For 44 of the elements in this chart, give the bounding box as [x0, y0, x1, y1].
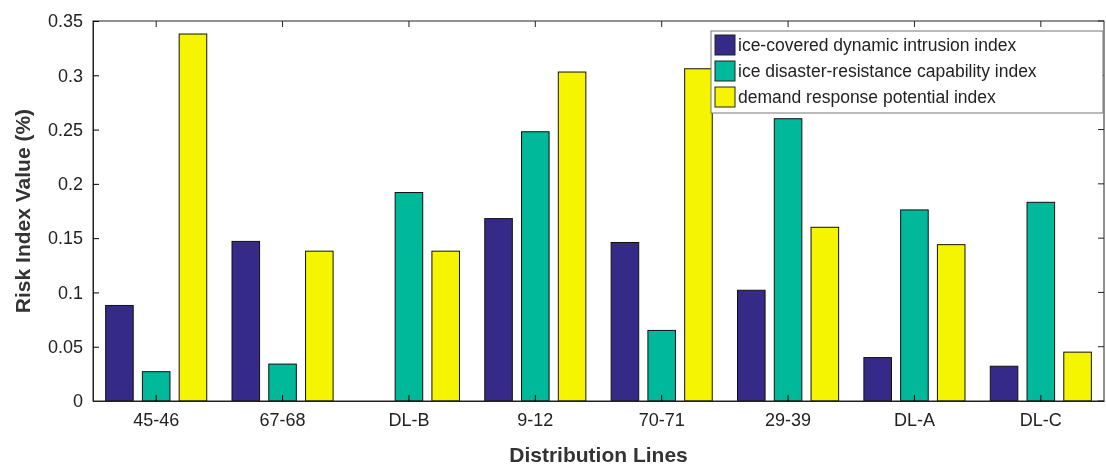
- x-tick-label: DL-C: [1019, 409, 1062, 430]
- y-tick-label: 0.1: [57, 282, 83, 303]
- y-tick-label: 0.2: [57, 174, 83, 195]
- bar: [394, 192, 424, 402]
- x-tick-label: 70-71: [638, 409, 685, 430]
- bar: [647, 329, 676, 402]
- bar: [863, 357, 892, 402]
- x-tick-label: DL-B: [388, 409, 430, 430]
- bar: [1063, 351, 1092, 402]
- bar: [900, 209, 929, 402]
- bar: [521, 131, 550, 402]
- bar: [773, 118, 803, 402]
- bar: [431, 250, 460, 402]
- legend-label: ice disaster-resistance capability index: [738, 61, 1037, 81]
- y-tick-label: 0.3: [57, 65, 83, 86]
- legend-label: demand response potential index: [738, 87, 997, 107]
- y-axis-title: Risk Index Value (%): [11, 108, 34, 314]
- bar: [989, 365, 1019, 402]
- y-tick-label: 0.15: [47, 228, 83, 249]
- bar: [231, 240, 261, 402]
- bar: [737, 289, 766, 402]
- x-axis-title: Distribution Lines: [509, 443, 688, 466]
- y-tick-label: 0.35: [47, 11, 83, 32]
- bar: [141, 371, 171, 402]
- x-tick-label: DL-A: [893, 409, 935, 430]
- x-tick-label: 67-68: [259, 409, 306, 430]
- legend-label: ice-covered dynamic intrusion index: [738, 35, 1017, 55]
- bar: [810, 226, 840, 402]
- y-tick-label: 0: [72, 391, 83, 412]
- bar: [178, 33, 208, 402]
- bar: [105, 304, 134, 402]
- bar: [557, 71, 587, 402]
- x-tick-label: 45-46: [133, 409, 180, 430]
- x-tick-label: 9-12: [517, 409, 554, 430]
- y-tick-label: 0.25: [47, 119, 83, 140]
- bar: [1026, 201, 1056, 402]
- bar: [305, 250, 334, 402]
- bar: [268, 363, 297, 402]
- bar: [684, 68, 713, 402]
- x-tick-label: 29-39: [765, 409, 812, 430]
- bar: [610, 241, 640, 402]
- y-tick-label: 0.05: [47, 336, 83, 357]
- bar: [936, 244, 966, 402]
- bar: [484, 218, 513, 402]
